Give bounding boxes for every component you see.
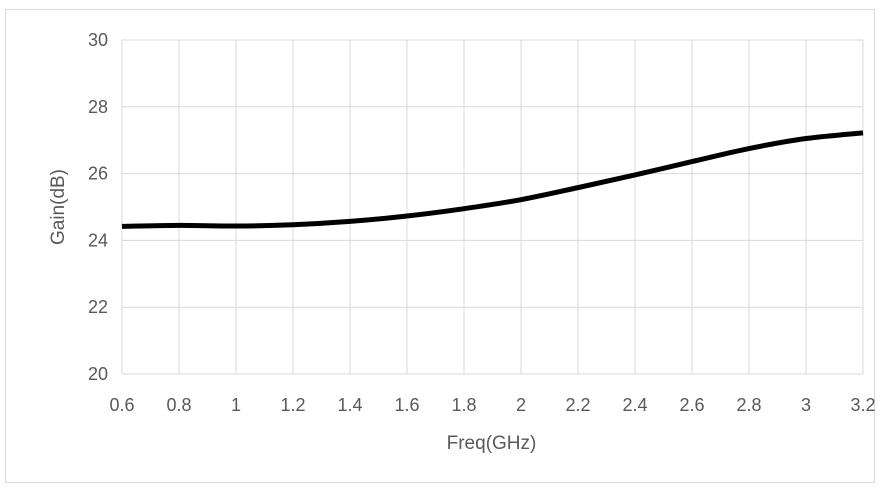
x-axis-title: Freq(GHz) xyxy=(447,433,537,454)
chart-frame xyxy=(5,9,875,483)
x-tick-label: 3.2 xyxy=(850,395,875,415)
x-tick-label: 2.6 xyxy=(679,395,704,415)
x-tick-label: 2.4 xyxy=(622,395,647,415)
x-tick-label: 2.2 xyxy=(565,395,590,415)
y-tick-label: 30 xyxy=(88,30,108,50)
grid-lines xyxy=(121,39,864,375)
y-tick-label: 20 xyxy=(88,364,108,384)
y-tick-label: 26 xyxy=(88,164,108,184)
y-tick-label: 22 xyxy=(88,297,108,317)
x-tick-label: 1.2 xyxy=(280,395,305,415)
series-layer xyxy=(121,130,864,229)
x-tick-label: 0.8 xyxy=(166,395,191,415)
y-axis-title: Gain(dB) xyxy=(48,169,69,245)
x-tick-label: 2 xyxy=(516,395,526,415)
y-tick-label: 24 xyxy=(88,230,108,250)
x-tick-label: 1 xyxy=(231,395,241,415)
x-tick-label: 1.4 xyxy=(337,395,362,415)
y-tick-label: 28 xyxy=(88,97,108,117)
x-tick-label: 2.8 xyxy=(736,395,761,415)
x-tick-label: 3 xyxy=(801,395,811,415)
x-tick-label: 1.8 xyxy=(451,395,476,415)
gain-series-line xyxy=(121,130,864,229)
x-tick-label: 1.6 xyxy=(394,395,419,415)
tick-labels: 0.6 0.8 1 1.2 1.4 1.6 1.8 2 2.2 2.4 2.6 2.8 3 3.2 20 22… xyxy=(88,30,876,415)
x-tick-label: 0.6 xyxy=(109,395,134,415)
